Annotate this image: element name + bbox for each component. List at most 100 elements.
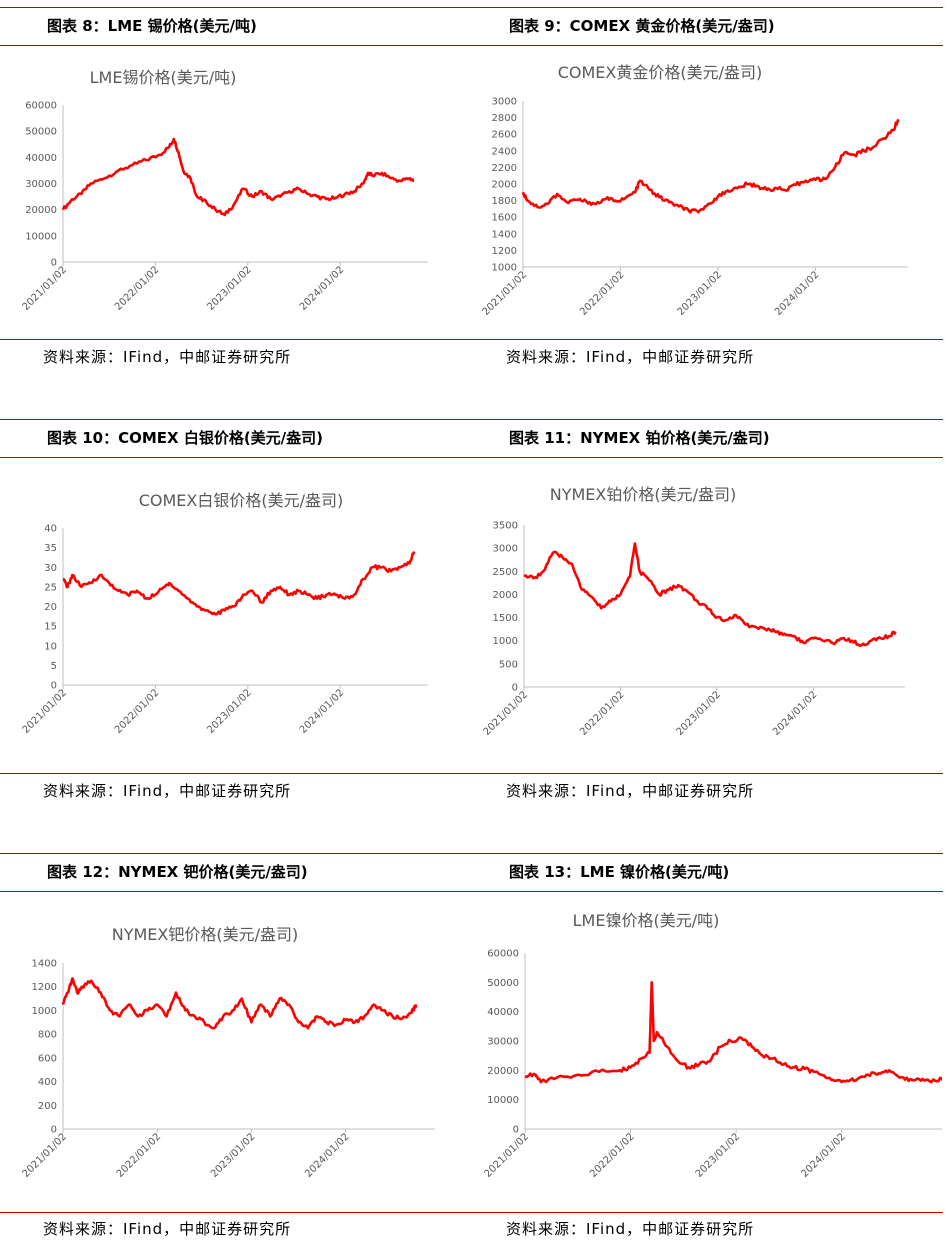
- chart-caption: 图表 8：LME 锡价格(美元/吨): [47, 17, 257, 35]
- y-tick-label: 800: [38, 1030, 57, 1041]
- y-tick-label: 2500: [493, 567, 518, 578]
- y-tick-label: 40000: [25, 153, 57, 164]
- comex-silver-chart: COMEX白银价格(美元/盎司) 0 5 10 15 20 25 30 35 40 2021/01/…: [21, 491, 428, 736]
- y-tick-label: 400: [38, 1077, 57, 1088]
- x-tick-label: 2023/01/02: [209, 1131, 258, 1180]
- series-line: [521, 118, 900, 214]
- source-note: 资料来源：IFind，中邮证券研究所: [43, 348, 292, 366]
- y-tick-label: 0: [513, 1125, 519, 1136]
- y-tick-label: 1400: [492, 229, 517, 240]
- y-tick-label: 3000: [492, 97, 517, 108]
- y-tick-label: 30: [44, 563, 57, 574]
- chart-title: COMEX白银价格(美元/盎司): [139, 491, 344, 510]
- chart-title: LME锡价格(美元/吨): [90, 68, 237, 87]
- rule: [0, 853, 943, 854]
- source-note: 资料来源：IFind，中邮证券研究所: [506, 782, 755, 800]
- y-tick-label: 35: [44, 543, 57, 554]
- y-tick-label: 0: [51, 681, 57, 692]
- x-tick-label: 2023/01/02: [205, 687, 254, 736]
- x-tick-label: 2021/01/02: [21, 1131, 70, 1180]
- y-tick-label: 5: [51, 661, 57, 672]
- x-tick-label: 2024/01/02: [773, 269, 822, 318]
- chart-caption: 图表 12：NYMEX 钯价格(美元/盎司): [47, 863, 308, 881]
- y-tick-label: 50000: [25, 127, 57, 138]
- y-tick-label: 2000: [492, 180, 517, 191]
- x-tick-label: 2021/01/02: [483, 1131, 532, 1180]
- x-tick-label: 2022/01/02: [578, 689, 627, 738]
- rule: [0, 891, 943, 892]
- y-tick-label: 1600: [492, 213, 517, 224]
- y-tick-label: 50000: [487, 978, 519, 989]
- chart-title: NYMEX铂价格(美元/盎司): [550, 485, 737, 504]
- x-tick-label: 2022/01/02: [578, 269, 627, 318]
- x-tick-label: 2024/01/02: [771, 689, 820, 738]
- series-line: [523, 542, 897, 647]
- chart-caption: 图表 11：NYMEX 铂价格(美元/盎司): [509, 429, 770, 447]
- chart-caption: 图表 9：COMEX 黄金价格(美元/盎司): [509, 17, 775, 35]
- y-tick-label: 3000: [493, 544, 518, 555]
- comex-gold-chart: COMEX黄金价格(美元/盎司) 1000 1200 1400 1600 1800 2000…: [481, 63, 908, 318]
- y-tick-label: 15: [44, 622, 57, 633]
- x-tick-label: 2024/01/02: [799, 1131, 848, 1180]
- series-line: [62, 551, 416, 616]
- y-tick-label: 0: [512, 683, 518, 694]
- source-note: 资料来源：IFind，中邮证券研究所: [43, 782, 292, 800]
- x-tick-label: 2024/01/02: [303, 1131, 352, 1180]
- x-tick-label: 2024/01/02: [298, 687, 347, 736]
- chart-title: LME镍价格(美元/吨): [573, 911, 720, 930]
- chart-title: COMEX黄金价格(美元/盎司): [558, 63, 763, 82]
- y-tick-label: 60000: [25, 101, 57, 112]
- y-tick-label: 0: [51, 258, 57, 269]
- y-tick-label: 1000: [32, 1006, 57, 1017]
- x-tick-label: 2023/01/02: [676, 269, 725, 318]
- x-tick-label: 2021/01/02: [21, 264, 70, 313]
- series-line: [524, 981, 942, 1084]
- y-tick-label: 2800: [492, 113, 517, 124]
- y-tick-label: 60000: [487, 949, 519, 960]
- y-tick-label: 10: [44, 641, 57, 652]
- x-tick-label: 2023/01/02: [674, 689, 723, 738]
- x-tick-label: 2022/01/02: [113, 687, 162, 736]
- y-tick-label: 30000: [487, 1037, 519, 1048]
- y-tick-label: 10000: [25, 231, 57, 242]
- series-line: [61, 977, 418, 1030]
- chart-caption: 图表 13：LME 镍价格(美元/吨): [509, 863, 730, 881]
- y-tick-label: 30000: [25, 179, 57, 190]
- y-tick-label: 1800: [492, 196, 517, 207]
- rule: [0, 419, 943, 420]
- x-tick-label: 2022/01/02: [588, 1131, 637, 1180]
- x-tick-label: 2022/01/02: [113, 264, 162, 313]
- y-tick-label: 20000: [25, 205, 57, 216]
- y-tick-label: 40: [44, 524, 57, 535]
- y-tick-label: 600: [38, 1053, 57, 1064]
- y-tick-label: 2200: [492, 163, 517, 174]
- y-tick-label: 1000: [492, 263, 517, 274]
- rule: [0, 457, 943, 458]
- rule: [0, 1212, 943, 1213]
- nymex-palladium-chart: NYMEX钯价格(美元/盎司) 0 200 400 600 800 1000 1200 1400…: [21, 925, 435, 1180]
- y-tick-label: 2000: [493, 590, 518, 601]
- y-tick-label: 20000: [487, 1066, 519, 1077]
- rule: [0, 773, 943, 774]
- y-tick-label: 1200: [32, 982, 57, 993]
- source-note: 资料来源：IFind，中邮证券研究所: [43, 1220, 292, 1238]
- x-tick-label: 2022/01/02: [115, 1131, 164, 1180]
- x-tick-label: 2021/01/02: [482, 689, 531, 738]
- x-tick-label: 2023/01/02: [205, 264, 254, 313]
- source-note: 资料来源：IFind，中邮证券研究所: [506, 1220, 755, 1238]
- series-line: [61, 137, 415, 217]
- y-tick-label: 500: [499, 659, 518, 670]
- y-tick-label: 25: [44, 582, 57, 593]
- y-tick-label: 20: [44, 602, 57, 613]
- lme-nickel-chart: LME镍价格(美元/吨) 0 10000 20000 30000 40000 50000 60…: [483, 911, 942, 1180]
- lme-tin-chart: LME锡价格(美元/吨) 0 10000 20000 30000 40000 50000 60…: [21, 68, 428, 313]
- chart-caption: 图表 10：COMEX 白银价格(美元/盎司): [47, 429, 324, 447]
- y-tick-label: 1500: [493, 613, 518, 624]
- rule: [0, 45, 943, 46]
- rule: [0, 339, 943, 340]
- x-tick-label: 2021/01/02: [21, 687, 70, 736]
- chart-title: NYMEX钯价格(美元/盎司): [112, 925, 299, 944]
- y-tick-label: 2400: [492, 146, 517, 157]
- y-tick-label: 1400: [32, 959, 57, 970]
- y-tick-label: 2600: [492, 130, 517, 141]
